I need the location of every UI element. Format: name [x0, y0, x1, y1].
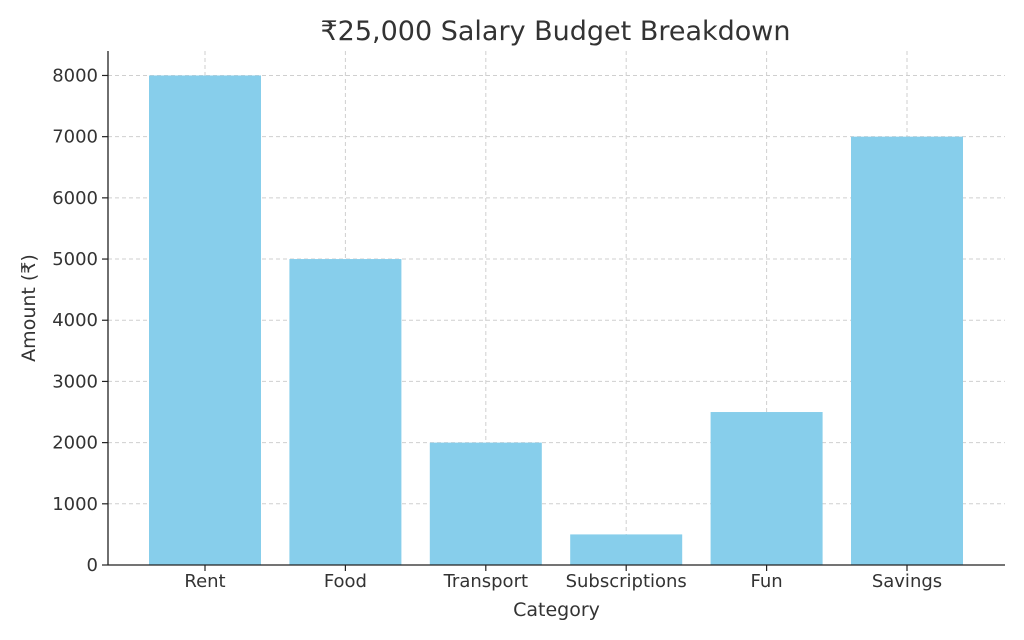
bar-food: [289, 259, 402, 565]
bar-subscriptions: [570, 534, 683, 565]
x-tick-label: Transport: [443, 571, 528, 592]
x-axis-title: Category: [513, 599, 600, 621]
y-tick-label: 3000: [52, 371, 98, 392]
x-tick-label: Fun: [751, 571, 783, 592]
bar-transport: [429, 442, 542, 565]
bar-rent: [149, 75, 261, 565]
y-tick-label: 4000: [52, 310, 98, 331]
bar-savings: [851, 136, 963, 565]
x-ticks: Rent Food Transport Subscriptions Fun Savings: [184, 565, 942, 592]
y-tick-label: 8000: [52, 65, 98, 86]
y-tick-label: 5000: [52, 249, 98, 270]
bar-fun: [710, 412, 823, 565]
y-tick-label: 0: [87, 555, 98, 576]
y-tick-label: 7000: [52, 127, 98, 148]
x-tick-label: Savings: [872, 571, 942, 592]
chart-title: ₹25,000 Salary Budget Breakdown: [321, 16, 791, 47]
y-ticks: 0 1000 2000 3000 4000 5000 6000 7000 8000: [52, 65, 108, 576]
y-tick-label: 1000: [52, 494, 98, 515]
x-tick-label: Rent: [184, 571, 225, 592]
x-tick-label: Food: [324, 571, 367, 592]
y-tick-label: 2000: [52, 433, 98, 454]
y-tick-label: 6000: [52, 188, 98, 209]
bars: [149, 75, 963, 565]
x-tick-label: Subscriptions: [566, 571, 687, 592]
y-axis-title: Amount (₹): [18, 254, 40, 362]
